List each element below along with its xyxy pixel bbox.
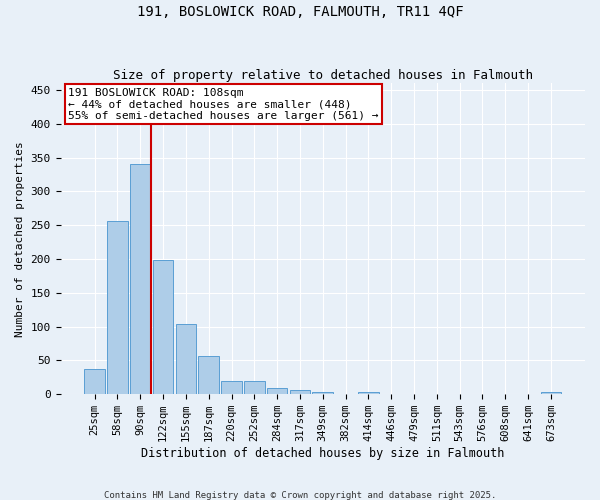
Bar — [199, 356, 219, 394]
Bar — [176, 324, 196, 394]
Text: 191 BOSLOWICK ROAD: 108sqm
← 44% of detached houses are smaller (448)
55% of sem: 191 BOSLOWICK ROAD: 108sqm ← 44% of deta… — [68, 88, 379, 121]
Title: Size of property relative to detached houses in Falmouth: Size of property relative to detached ho… — [113, 69, 533, 82]
Text: 191, BOSLOWICK ROAD, FALMOUTH, TR11 4QF: 191, BOSLOWICK ROAD, FALMOUTH, TR11 4QF — [137, 5, 463, 19]
Bar — [107, 221, 128, 394]
Bar — [153, 260, 173, 394]
Bar — [358, 392, 379, 394]
Bar — [313, 392, 333, 394]
Bar — [267, 388, 287, 394]
Bar — [541, 392, 561, 394]
X-axis label: Distribution of detached houses by size in Falmouth: Distribution of detached houses by size … — [141, 447, 505, 460]
Bar — [221, 380, 242, 394]
Text: Contains HM Land Registry data © Crown copyright and database right 2025.: Contains HM Land Registry data © Crown c… — [104, 490, 496, 500]
Y-axis label: Number of detached properties: Number of detached properties — [15, 141, 25, 336]
Bar — [130, 164, 151, 394]
Bar — [290, 390, 310, 394]
Bar — [85, 369, 105, 394]
Bar — [244, 380, 265, 394]
